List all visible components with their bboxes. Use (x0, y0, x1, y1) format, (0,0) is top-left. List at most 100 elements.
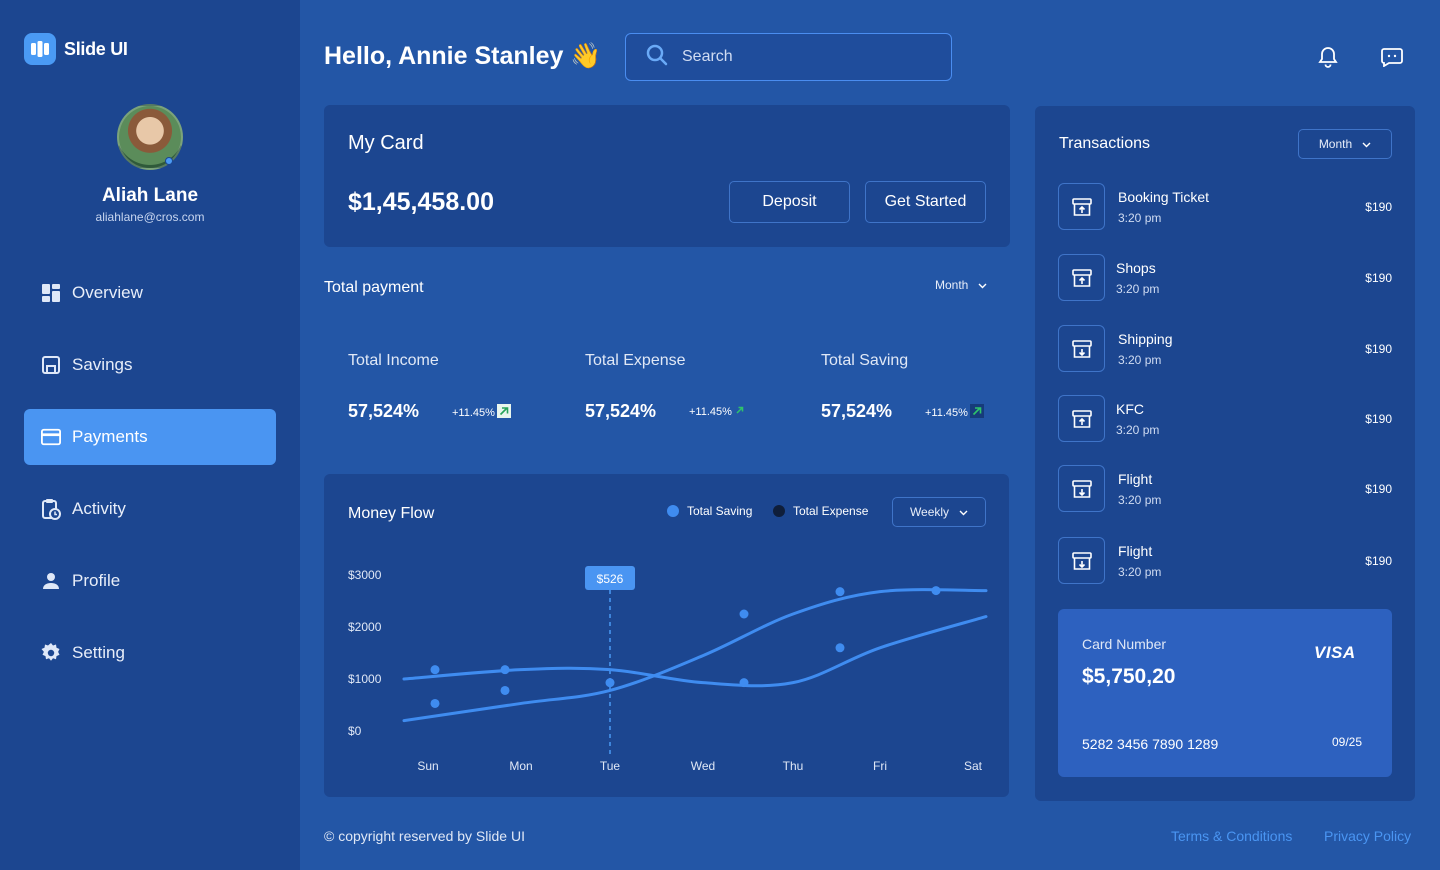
transaction-row[interactable]: Flight 3:20 pm $190 (1058, 465, 1392, 515)
transaction-row[interactable]: Shipping 3:20 pm $190 (1058, 325, 1392, 375)
archive-up-icon (1058, 254, 1105, 301)
expense-data-point (835, 643, 845, 653)
legend-expense-dot-icon (773, 505, 785, 517)
expense-data-point (739, 678, 749, 688)
transaction-time: 3:20 pm (1116, 423, 1160, 437)
avatar[interactable] (117, 104, 183, 170)
archive-up-icon (1058, 395, 1105, 442)
trend-up-icon (496, 404, 511, 421)
deposit-button[interactable]: Deposit (729, 181, 850, 223)
stat-value-expense: 57,524% (585, 401, 657, 421)
nav-label: Payments (72, 427, 148, 446)
chevron-down-icon (959, 505, 968, 519)
saving-data-point (739, 609, 749, 619)
visa-logo: VISA (1314, 643, 1356, 662)
period-label: Month (935, 278, 969, 292)
clipboard-clock-icon (41, 499, 61, 520)
archive-up-icon (1058, 183, 1105, 230)
legend-total-saving: Total Saving (667, 504, 752, 518)
archive-down-icon (1058, 537, 1105, 584)
nav-label: Profile (72, 571, 121, 590)
user-email: aliahlane@cros.com (95, 210, 205, 224)
get-started-button[interactable]: Get Started (865, 181, 986, 223)
stat-change-saving: +11.45% (925, 404, 984, 421)
nav-label: Overview (72, 283, 143, 302)
transaction-row[interactable]: Shops 3:20 pm $190 (1058, 254, 1392, 304)
y-tick-label: $1000 (348, 672, 382, 686)
gear-icon (41, 643, 61, 663)
transaction-name: KFC (1116, 401, 1144, 417)
terms-link[interactable]: Terms & Conditions (1171, 828, 1293, 844)
online-status-icon (165, 157, 173, 165)
x-tick-label: Wed (691, 759, 715, 773)
visa-card[interactable]: Card Number $5,750,20 VISA 5282 3456 789… (1058, 609, 1392, 777)
x-tick-label: Sun (417, 759, 438, 773)
expense-data-point (605, 678, 615, 688)
transaction-amount: $190 (1365, 554, 1392, 568)
save-icon (41, 355, 61, 375)
brand[interactable]: Slide UI (24, 33, 128, 65)
legend-saving-dot-icon (667, 505, 679, 517)
x-tick-label: Fri (873, 759, 887, 773)
user-name: Aliah Lane (101, 185, 199, 206)
y-tick-label: $3000 (348, 568, 382, 582)
search-input[interactable] (682, 48, 922, 66)
chevron-down-icon (1362, 137, 1371, 151)
nav-label: Setting (72, 643, 125, 662)
archive-down-icon (1058, 325, 1105, 372)
saving-data-point (835, 587, 845, 597)
saving-data-point (430, 698, 440, 708)
transaction-amount: $190 (1365, 412, 1392, 426)
transaction-name: Shipping (1118, 331, 1173, 347)
period-label: Weekly (909, 505, 950, 519)
transaction-time: 3:20 pm (1118, 565, 1162, 579)
expense-data-point (430, 665, 440, 675)
nav-item-overview[interactable]: Overview (24, 265, 276, 321)
search-icon (646, 44, 668, 71)
transactions-period-select[interactable]: Month (1298, 129, 1392, 159)
expense-data-point (500, 665, 510, 675)
privacy-link[interactable]: Privacy Policy (1324, 828, 1412, 844)
nav-item-profile[interactable]: Profile (24, 553, 276, 609)
my-card-panel: My Card $1,45,458.00 Deposit Get Started (324, 105, 1010, 247)
trend-up-icon (969, 404, 984, 421)
transaction-row[interactable]: Booking Ticket 3:20 pm $190 (1058, 183, 1392, 233)
transaction-name: Shops (1116, 260, 1156, 276)
saving-data-point (500, 685, 510, 695)
stat-label-expense: Total Expense (585, 352, 686, 369)
legend-total-expense: Total Expense (773, 504, 868, 518)
transaction-amount: $190 (1365, 271, 1392, 285)
sidebar: Slide UI Aliah Lane aliahlane@cros.com O… (0, 0, 300, 870)
user-icon (41, 571, 61, 591)
brand-name: Slide UI (64, 38, 128, 59)
notification-bell-icon[interactable] (1316, 45, 1340, 69)
nav-item-setting[interactable]: Setting (24, 625, 276, 681)
legend-expense-label: Total Expense (793, 504, 869, 518)
card-balance: $5,750,20 (1082, 665, 1176, 688)
change-text: +11.45% (452, 406, 495, 419)
transaction-row[interactable]: Flight 3:20 pm $190 (1058, 537, 1392, 587)
card-expiry: 09/25 (1332, 735, 1363, 749)
nav-item-savings[interactable]: Savings (24, 337, 276, 393)
change-text: +11.45% (689, 405, 732, 418)
transactions-title: Transactions (1059, 135, 1150, 152)
nav-item-payments[interactable]: Payments (24, 409, 276, 465)
legend-saving-label: Total Saving (687, 504, 753, 518)
page-greeting: Hello, Annie Stanley 👋 (324, 42, 602, 71)
expense-series-line (402, 615, 988, 688)
transaction-row[interactable]: KFC 3:20 pm $190 (1058, 395, 1392, 445)
period-label: Month (1318, 137, 1353, 151)
money-flow-period-select[interactable]: Weekly (892, 497, 986, 527)
nav-item-activity[interactable]: Activity (24, 481, 276, 537)
trend-up-icon (734, 404, 746, 419)
card-number: 5282 3456 7890 1289 (1082, 736, 1219, 752)
tooltip-label: $526 (597, 572, 624, 586)
transaction-name: Flight (1118, 471, 1153, 487)
x-tick-label: Mon (509, 759, 532, 773)
my-card-balance: $1,45,458.00 (348, 188, 494, 216)
chevron-down-icon (978, 278, 987, 292)
search-box[interactable] (625, 33, 952, 81)
chat-icon[interactable] (1380, 45, 1404, 69)
money-flow-panel: Money Flow Total Saving Total Expense We… (324, 474, 1009, 797)
total-payment-period-select[interactable]: Month (935, 278, 987, 292)
